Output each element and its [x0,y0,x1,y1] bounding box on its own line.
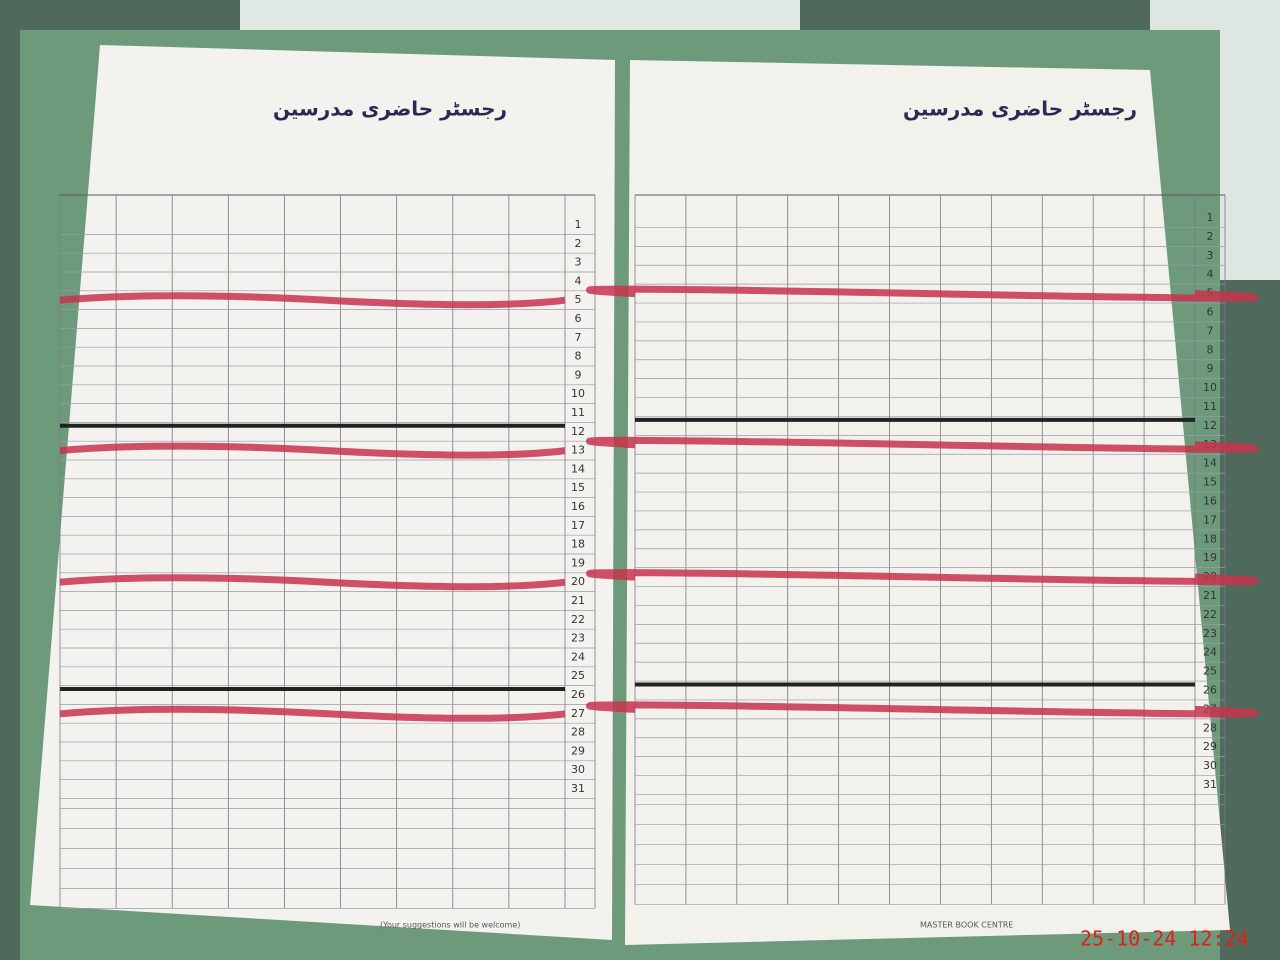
timestamp: 25-10-24 12:24 [1080,927,1249,951]
day-number: 25 [1203,665,1217,678]
day-number: 9 [1207,362,1214,375]
day-number: 17 [571,519,585,532]
day-number: 18 [1203,532,1217,545]
day-number: 4 [1207,268,1214,281]
day-number: 20 [571,575,585,588]
day-number: 26 [571,688,585,701]
day-number: 31 [571,782,585,795]
day-number: 8 [1207,343,1214,356]
day-number: 30 [1203,759,1217,772]
day-number: 2 [575,237,582,250]
day-number: 28 [571,726,585,739]
page-footer: (Your suggestions will be welcome) [380,921,520,930]
day-number: 10 [1203,381,1217,394]
day-number: 24 [571,650,585,663]
day-number: 29 [571,744,585,757]
day-number: 19 [571,556,585,569]
day-number: 7 [575,331,582,344]
day-number: 11 [1203,400,1217,413]
day-number: 14 [1203,457,1217,470]
day-number: 25 [571,669,585,682]
day-number: 7 [1207,324,1214,337]
day-number: 24 [1203,646,1217,659]
red-decoration [586,436,1259,453]
day-number: 8 [575,350,582,363]
day-number: 30 [571,763,585,776]
red-decoration [59,705,566,722]
day-number: 1 [575,218,582,231]
day-number: 6 [1207,306,1214,319]
day-number: 28 [1203,721,1217,734]
day-number: 2 [1207,230,1214,243]
day-number: 4 [575,274,582,287]
red-decoration [59,574,566,591]
day-number: 23 [1203,627,1217,640]
day-number: 15 [1203,476,1217,489]
day-number: 17 [1203,513,1217,526]
day-number: 22 [1203,608,1217,621]
day-number: 3 [575,256,582,269]
red-decoration [586,701,1259,718]
red-decoration [586,569,1259,586]
day-number: 21 [1203,589,1217,602]
day-number: 31 [1203,778,1217,791]
red-decoration [586,285,1259,302]
day-number: 12 [571,425,585,438]
day-number: 19 [1203,551,1217,564]
day-number: 13 [571,444,585,457]
red-decoration [59,292,566,309]
day-number: 21 [571,594,585,607]
page-title: رجسٹر حاضری مدرسین [903,97,1137,121]
red-decoration [59,442,566,459]
day-number: 22 [571,613,585,626]
day-number: 9 [575,368,582,381]
right-page [625,60,1230,945]
day-number: 10 [571,387,585,400]
day-number: 27 [571,707,585,720]
day-number: 3 [1207,249,1214,262]
day-number: 16 [571,500,585,513]
page-footer: MASTER BOOK CENTRE [920,921,1013,930]
left-page [30,45,615,940]
day-number: 18 [571,538,585,551]
grid: 1234567891011121314151617181920212223242… [59,194,1259,909]
day-number: 12 [1203,419,1217,432]
day-number: 23 [571,632,585,645]
day-number: 5 [575,293,582,306]
day-number: 26 [1203,684,1217,697]
day-number: 14 [571,462,585,475]
day-number: 1 [1207,211,1214,224]
day-number: 11 [571,406,585,419]
page-title: رجسٹر حاضری مدرسین [273,97,507,121]
day-number: 16 [1203,495,1217,508]
day-number: 6 [575,312,582,325]
day-number: 29 [1203,740,1217,753]
day-number: 15 [571,481,585,494]
